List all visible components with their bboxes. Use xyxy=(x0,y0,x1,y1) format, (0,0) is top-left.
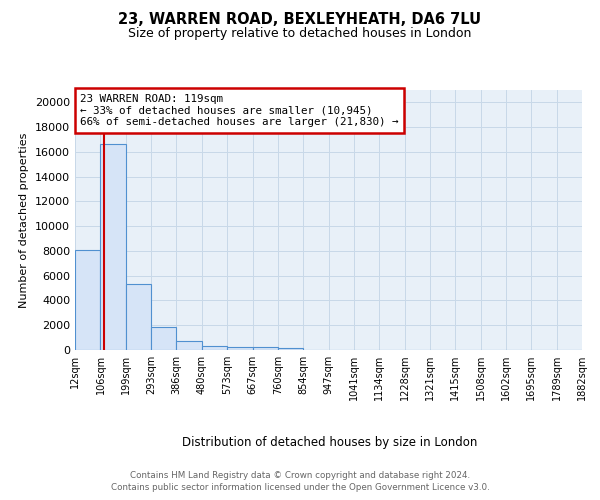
Text: Distribution of detached houses by size in London: Distribution of detached houses by size … xyxy=(182,436,478,449)
Bar xyxy=(253,348,278,350)
Bar xyxy=(100,144,126,350)
Text: 23, WARREN ROAD, BEXLEYHEATH, DA6 7LU: 23, WARREN ROAD, BEXLEYHEATH, DA6 7LU xyxy=(118,12,482,28)
Bar xyxy=(75,250,100,350)
Text: 23 WARREN ROAD: 119sqm
← 33% of detached houses are smaller (10,945)
66% of semi: 23 WARREN ROAD: 119sqm ← 33% of detached… xyxy=(80,94,398,127)
Text: Contains public sector information licensed under the Open Government Licence v3: Contains public sector information licen… xyxy=(110,483,490,492)
Bar xyxy=(126,284,151,350)
Text: Size of property relative to detached houses in London: Size of property relative to detached ho… xyxy=(128,28,472,40)
Bar xyxy=(151,327,176,350)
Bar xyxy=(227,347,253,350)
Y-axis label: Number of detached properties: Number of detached properties xyxy=(19,132,29,308)
Bar xyxy=(278,348,303,350)
Bar xyxy=(202,346,227,350)
Bar xyxy=(176,342,202,350)
Text: Contains HM Land Registry data © Crown copyright and database right 2024.: Contains HM Land Registry data © Crown c… xyxy=(130,472,470,480)
